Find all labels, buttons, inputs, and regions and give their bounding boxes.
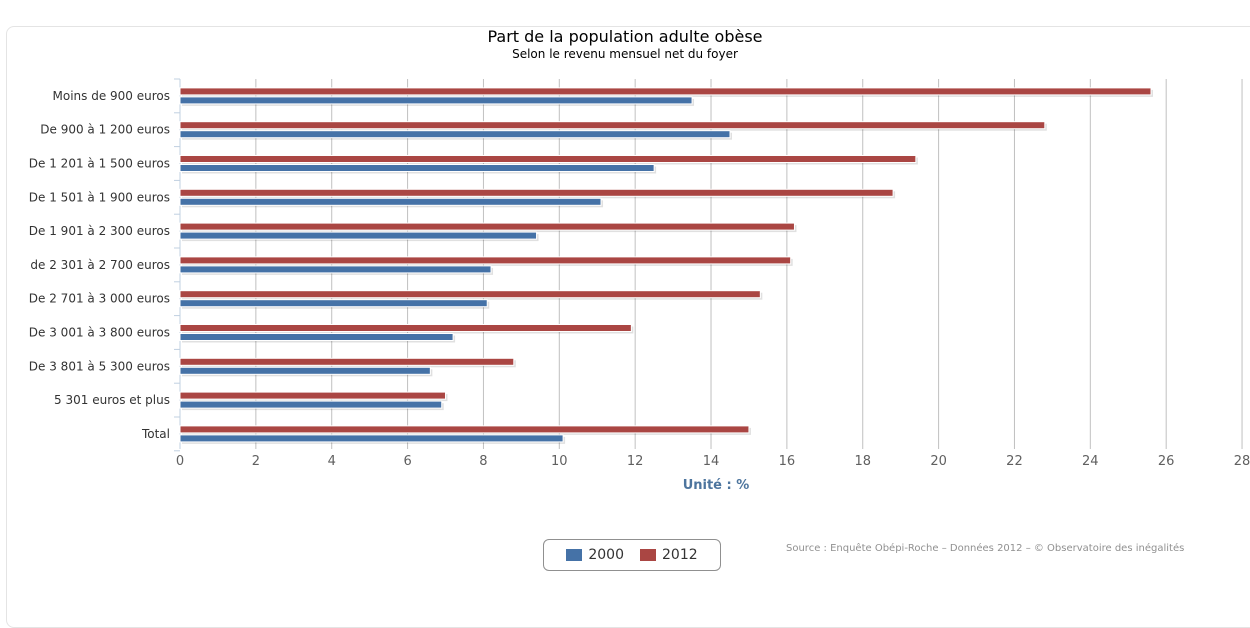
category-label: De 1 201 à 1 500 euros bbox=[29, 157, 170, 171]
x-tick-labels: 0 2 4 6 8 10 12 14 16 18 20 22 24 26 28 bbox=[176, 454, 1250, 469]
x-tick-label: 10 bbox=[551, 454, 568, 469]
x-tick-label: 2 bbox=[252, 454, 260, 469]
bar-2000[interactable] bbox=[179, 299, 488, 308]
bar-2000[interactable] bbox=[179, 130, 731, 139]
legend-item-2000[interactable]: 2000 bbox=[566, 547, 624, 563]
bar-2000[interactable] bbox=[179, 231, 538, 240]
x-tick-label: 14 bbox=[703, 454, 720, 469]
category-label: Total bbox=[141, 427, 170, 441]
bar-2000[interactable] bbox=[179, 366, 431, 375]
legend-label-2000: 2000 bbox=[588, 547, 624, 563]
category-label: Moins de 900 euros bbox=[53, 89, 171, 103]
x-tick-label: 28 bbox=[1234, 454, 1250, 469]
bar-2000[interactable] bbox=[179, 96, 693, 105]
bar-2000[interactable] bbox=[179, 197, 602, 206]
legend-label-2012: 2012 bbox=[662, 547, 698, 563]
bar-2012[interactable] bbox=[179, 425, 750, 434]
category-label: De 1 501 à 1 900 euros bbox=[29, 190, 170, 204]
bar-2012[interactable] bbox=[179, 121, 1046, 130]
x-tick-label: 0 bbox=[176, 454, 184, 469]
bar-2012[interactable] bbox=[179, 324, 632, 332]
bar-2000[interactable] bbox=[179, 333, 454, 341]
bar-2000[interactable] bbox=[179, 400, 443, 409]
bar-2012[interactable] bbox=[179, 87, 1152, 96]
bar-2012[interactable] bbox=[179, 290, 761, 299]
bar-2012[interactable] bbox=[179, 391, 447, 400]
category-label: de 2 301 à 2 700 euros bbox=[30, 258, 170, 272]
x-tick-label: 22 bbox=[1006, 454, 1023, 469]
bar-2012[interactable] bbox=[179, 188, 894, 197]
x-tick-label: 12 bbox=[627, 454, 644, 469]
x-tick-label: 8 bbox=[479, 454, 487, 469]
bar-2012[interactable] bbox=[179, 357, 515, 366]
category-label: De 3 001 à 3 800 euros bbox=[29, 326, 170, 340]
x-tick-label: 18 bbox=[854, 454, 871, 469]
category-label: De 900 à 1 200 euros bbox=[40, 123, 170, 137]
bar-2000[interactable] bbox=[179, 434, 564, 443]
legend-swatch-2012 bbox=[640, 549, 656, 561]
bar-2012[interactable] bbox=[179, 256, 792, 265]
bar-chart: Moins de 900 euros De 900 à 1 200 euros De… bbox=[29, 78, 1250, 493]
x-tick-label: 6 bbox=[403, 454, 411, 469]
bars bbox=[179, 87, 1154, 444]
x-axis-label: Unité : % bbox=[683, 478, 750, 493]
bar-2000[interactable] bbox=[179, 265, 492, 274]
category-label: 5 301 euros et plus bbox=[54, 393, 170, 407]
chart-subtitle: Selon le revenu mensuel net du foyer bbox=[512, 47, 738, 61]
bar-2012[interactable] bbox=[179, 222, 795, 231]
legend-item-2012[interactable]: 2012 bbox=[640, 547, 698, 563]
legend: 2000 2012 bbox=[543, 539, 721, 571]
x-tick-label: 26 bbox=[1158, 454, 1175, 469]
category-labels: Moins de 900 euros De 900 à 1 200 euros De… bbox=[29, 89, 170, 441]
category-label: De 1 901 à 2 300 euros bbox=[29, 224, 170, 238]
category-label: De 2 701 à 3 000 euros bbox=[29, 292, 170, 306]
legend-swatch-2000 bbox=[566, 549, 583, 561]
category-label: De 3 801 à 5 300 euros bbox=[29, 359, 170, 373]
grid-lines bbox=[174, 78, 1243, 452]
source-credit: Source : Enquête Obépi-Roche – Données 2… bbox=[786, 543, 1185, 554]
chart-title: Part de la population adulte obèse bbox=[487, 27, 763, 46]
bar-2000[interactable] bbox=[179, 164, 655, 172]
x-tick-label: 24 bbox=[1082, 454, 1099, 469]
x-tick-label: 20 bbox=[930, 454, 947, 469]
x-tick-label: 4 bbox=[328, 454, 336, 469]
bar-2012[interactable] bbox=[179, 155, 917, 163]
x-tick-label: 16 bbox=[779, 454, 796, 469]
